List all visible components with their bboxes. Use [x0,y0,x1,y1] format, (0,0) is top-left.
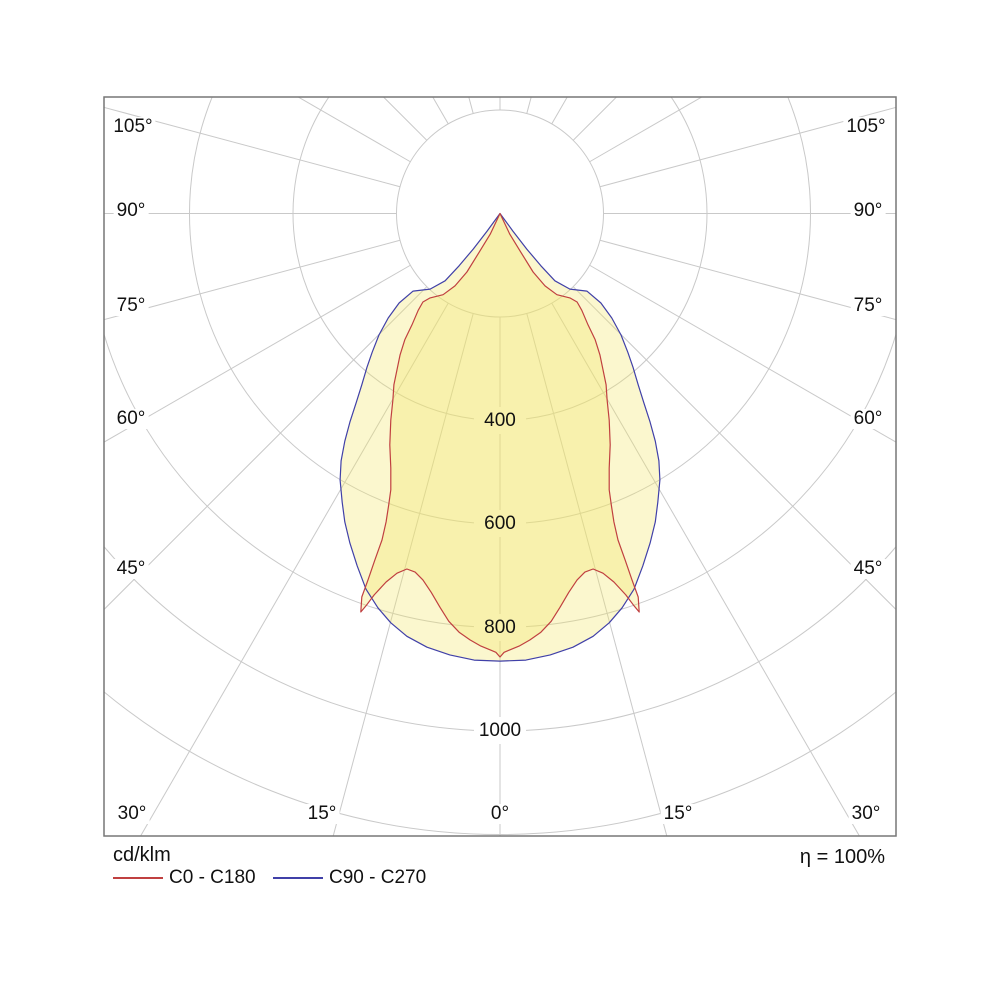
angle-label-45-left: 45° [113,559,149,579]
efficiency-label: η = 100% [799,846,885,868]
angle-label-90-right: 90° [850,201,886,221]
legend-item-c0-c180: C0 - C180 [113,866,256,890]
angle-label-60-right: 60° [850,409,886,429]
angle-label-105-left: 105° [110,117,156,137]
legend-label-c0-c180: C0 - C180 [169,867,256,888]
angle-label-90-left: 90° [113,201,149,221]
angle-label-75-right: 75° [850,296,886,316]
radius-label-800: 800 [484,616,516,638]
legend-label-c90-c270: C90 - C270 [329,867,427,888]
legend-item-c90-c270: C90 - C270 [273,866,426,890]
radius-label-1000: 1000 [478,720,522,742]
legend: C0 - C180 C90 - C270 [113,866,673,890]
angle-label-105-right: 105° [843,117,889,137]
angle-label-60-left: 60° [113,409,149,429]
chart-frame [103,96,897,837]
angle-label-15-left: 15° [304,804,340,824]
blue-line-icon [273,877,323,879]
angle-label-15-right: 15° [660,804,696,824]
angle-label-45-right: 45° [850,559,886,579]
radius-label-400: 400 [484,409,516,431]
angle-label-30-right: 30° [848,804,884,824]
angle-label-75-left: 75° [113,296,149,316]
angle-label-0-left: 0° [487,804,513,824]
unit-label: cd/klm [113,844,171,866]
angle-label-30-left: 30° [114,804,150,824]
red-line-icon [113,877,163,879]
radius-label-600: 600 [484,513,516,535]
